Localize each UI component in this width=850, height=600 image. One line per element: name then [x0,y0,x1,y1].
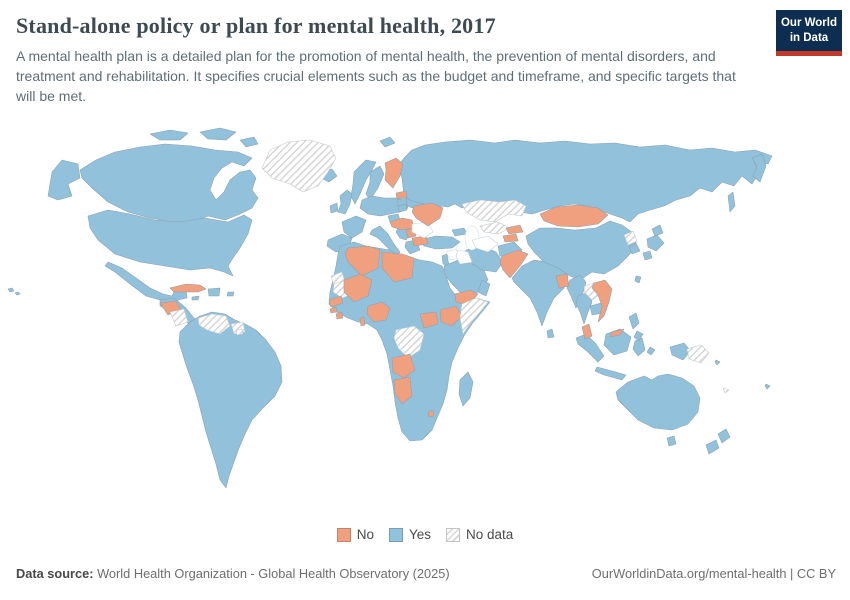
chart-footer: Data source: World Health Organization -… [16,566,836,581]
country-bangladesh[interactable] [555,273,570,289]
country-china[interactable] [525,220,637,281]
country-south-sudan[interactable] [419,311,439,329]
country-norway[interactable] [350,159,377,205]
country-latvia[interactable] [396,197,408,207]
country-kazakhstan[interactable] [461,199,527,223]
country-solomon-islands[interactable] [714,359,721,366]
country-new-zealand[interactable] [705,428,731,455]
country-oman[interactable] [477,279,491,297]
country-canada[interactable] [79,143,259,223]
chart-subtitle: A mental health plan is a detailed plan … [16,48,736,104]
country-angola[interactable] [391,353,416,379]
country-south-korea[interactable] [628,242,641,255]
country-senegal[interactable] [328,295,344,308]
country-vietnam[interactable] [591,279,613,323]
owid-logo-line1: Our World [780,17,837,29]
country-united-kingdom[interactable] [337,189,353,215]
country-philippines[interactable] [628,312,644,342]
chart-header: Stand-alone policy or plan for mental he… [16,13,754,107]
country-madagascar[interactable] [458,371,474,407]
region-alaska[interactable] [47,159,81,201]
country-togo[interactable] [359,316,366,327]
country-somalia[interactable] [459,297,489,335]
country-north-korea[interactable] [623,230,638,246]
region-caucasus[interactable] [451,227,468,237]
legend-label-yes: Yes [408,527,431,542]
legend-swatch-no-data [446,527,460,542]
owid-link[interactable]: OurWorldinData.org/mental-health | CC BY [591,566,836,581]
country-guinea-bissau[interactable] [329,306,338,314]
country-new-caledonia[interactable] [722,387,730,394]
data-source-label: Data source: [16,566,94,581]
country-turkey[interactable] [419,235,461,250]
chart-title: Stand-alone policy or plan for mental he… [16,13,496,38]
region-kamchatka[interactable] [727,153,767,213]
region-hawaii[interactable] [7,287,21,296]
owid-logo[interactable]: Our World in Data [776,10,842,56]
country-fiji[interactable] [764,383,771,390]
country-ireland[interactable] [329,202,339,214]
country-malaysia[interactable] [581,323,593,340]
legend-swatch-no [336,527,351,542]
country-uzbekistan[interactable] [479,221,511,235]
country-sri-lanka[interactable] [546,328,555,339]
country-greenland[interactable] [261,139,337,193]
country-australia[interactable] [615,373,701,447]
country-nigeria[interactable] [366,301,391,323]
country-sweden[interactable] [365,165,385,201]
region-south-america[interactable] [178,311,283,489]
country-venezuela[interactable] [197,313,231,335]
data-source-text: World Health Organization - Global Healt… [93,566,450,581]
country-iraq[interactable] [455,249,473,265]
map-legend: No Yes No data [0,527,850,542]
legend-item-no-data[interactable]: No data [446,527,513,542]
legend-item-yes[interactable]: Yes [388,527,431,542]
country-united-states[interactable] [87,209,253,277]
legend-swatch-yes [388,527,403,542]
country-ukraine[interactable] [411,202,444,227]
country-japan[interactable] [642,224,665,261]
world-map [0,118,850,520]
legend-label-no-data: No data [466,527,514,542]
world-map-svg [7,127,773,489]
country-libya[interactable] [381,251,415,283]
country-tajikistan[interactable] [502,233,519,243]
country-dominican-republic[interactable] [207,287,221,297]
country-pakistan[interactable] [499,249,529,279]
data-source: Data source: World Health Organization -… [16,566,450,581]
country-namibia[interactable] [393,376,413,405]
country-ethiopia[interactable] [439,305,463,327]
country-trinidad-and-tobago[interactable] [235,328,244,336]
country-kyrgyzstan[interactable] [505,224,524,235]
legend-label-no: No [356,527,374,542]
country-estonia[interactable] [395,190,408,200]
country-eswatini[interactable] [427,409,435,418]
region-arctic-islands[interactable] [149,127,259,148]
country-algeria[interactable] [344,245,381,277]
country-mexico[interactable] [104,261,188,305]
country-mongolia[interactable] [539,204,609,228]
country-taiwan[interactable] [634,275,642,284]
country-turkmenistan[interactable] [471,235,499,253]
country-democratic-republic-of-congo[interactable] [393,325,425,359]
country-jamaica[interactable] [191,295,200,301]
legend-item-no[interactable]: No [336,527,374,542]
country-cuba[interactable] [169,283,207,293]
country-puerto-rico[interactable] [226,291,235,297]
owid-logo-line2: in Data [789,31,829,44]
country-brunei[interactable] [609,328,625,338]
country-bulgaria[interactable] [411,235,429,247]
country-sierra-leone[interactable] [335,311,344,320]
country-mali[interactable] [343,273,373,303]
country-france[interactable] [341,215,367,239]
country-papua-new-guinea[interactable] [686,344,710,364]
country-nicaragua[interactable] [169,308,189,327]
country-india[interactable] [511,259,569,327]
country-finland[interactable] [384,157,404,189]
country-indonesia[interactable] [575,328,692,381]
region-svalbard[interactable] [379,136,396,148]
